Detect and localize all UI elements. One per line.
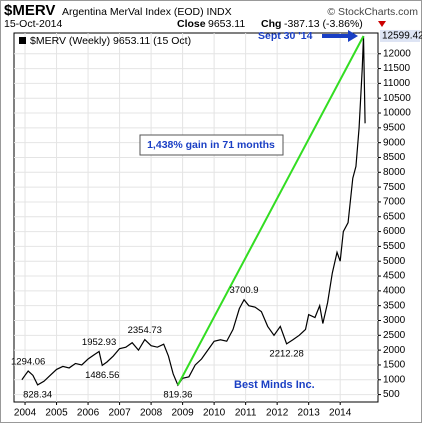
point-label: 2354.73	[128, 325, 162, 336]
y-tick-label: 8000	[383, 167, 406, 178]
legend-label: $MERV (Weekly) 9653.11 (15 Oct)	[30, 35, 191, 47]
x-tick-label: 2008	[140, 408, 163, 419]
x-tick-label: 2014	[329, 408, 352, 419]
x-tick-label: 2006	[77, 408, 100, 419]
gain-label: 1,438% gain in 71 months	[147, 139, 275, 151]
y-tick-label: 10500	[383, 93, 411, 104]
change-label: Chg	[261, 18, 281, 30]
point-label: 3700.9	[230, 285, 259, 296]
plot-area	[13, 32, 379, 403]
y-tick-label: 9500	[383, 122, 406, 133]
y-tick-label: 1000	[383, 374, 406, 385]
x-tick-label: 2005	[45, 408, 68, 419]
y-tick-label: 7000	[383, 197, 406, 208]
x-tick-label: 2011	[235, 408, 257, 419]
y-tick-label: 500	[383, 389, 400, 400]
x-tick-label: 2009	[171, 408, 194, 419]
y-tick-label: 5000	[383, 256, 406, 267]
point-label: 819.36	[163, 390, 192, 401]
close-label: Close	[177, 18, 206, 30]
peak-date: Sept 30 '14	[258, 30, 313, 42]
date: 15-Oct-2014	[4, 18, 63, 30]
price-line	[21, 35, 366, 387]
point-label: 1486.56	[85, 370, 119, 381]
x-tick-label: 2012	[266, 408, 289, 419]
x-tick-label: 2013	[298, 408, 321, 419]
gain-box	[139, 134, 284, 156]
y-tick-label: 10000	[383, 108, 411, 119]
peak-label: 12599.42	[382, 31, 422, 42]
close-value: 9653.11	[208, 18, 245, 30]
y-tick-label: 8500	[383, 152, 406, 163]
y-tick-label: 11500	[383, 63, 411, 74]
y-tick-label: 2500	[383, 330, 406, 341]
x-tick-label: 2007	[108, 408, 131, 419]
peak-box	[380, 29, 420, 42]
point-label: 1952.93	[82, 337, 116, 348]
point-label: 2212.28	[269, 348, 303, 359]
symbol: $MERV	[4, 2, 55, 19]
y-tick-label: 6500	[383, 211, 406, 222]
peak-arrow	[322, 29, 358, 42]
y-tick-label: 4500	[383, 271, 406, 282]
index-name: Argentina MerVal Index (EOD) INDX	[62, 6, 232, 18]
y-tick-label: 4000	[383, 285, 406, 296]
y-tick-label: 3500	[383, 300, 406, 311]
author: Best Minds Inc.	[234, 379, 315, 391]
point-label: 828.34	[23, 389, 52, 400]
y-tick-label: 3000	[383, 315, 406, 326]
legend-swatch	[19, 37, 26, 44]
y-tick-label: 9000	[383, 137, 406, 148]
source: © StockCharts.com	[327, 6, 418, 18]
point-label: 1294.06	[11, 357, 45, 368]
y-tick-label: 1500	[383, 360, 406, 371]
change-value: -387.13 (-3.86%)	[284, 18, 363, 30]
trend-line	[176, 35, 365, 386]
y-tick-label: 5500	[383, 241, 406, 252]
x-tick-label: 2004	[14, 408, 37, 419]
y-tick-label: 12000	[383, 48, 411, 59]
y-tick-label: 6000	[383, 226, 406, 237]
y-tick-label: 2000	[383, 345, 406, 356]
y-tick-label: 7500	[383, 182, 406, 193]
x-tick-label: 2010	[203, 408, 226, 419]
down-arrow	[378, 21, 386, 27]
y-tick-label: 11000	[383, 78, 411, 89]
